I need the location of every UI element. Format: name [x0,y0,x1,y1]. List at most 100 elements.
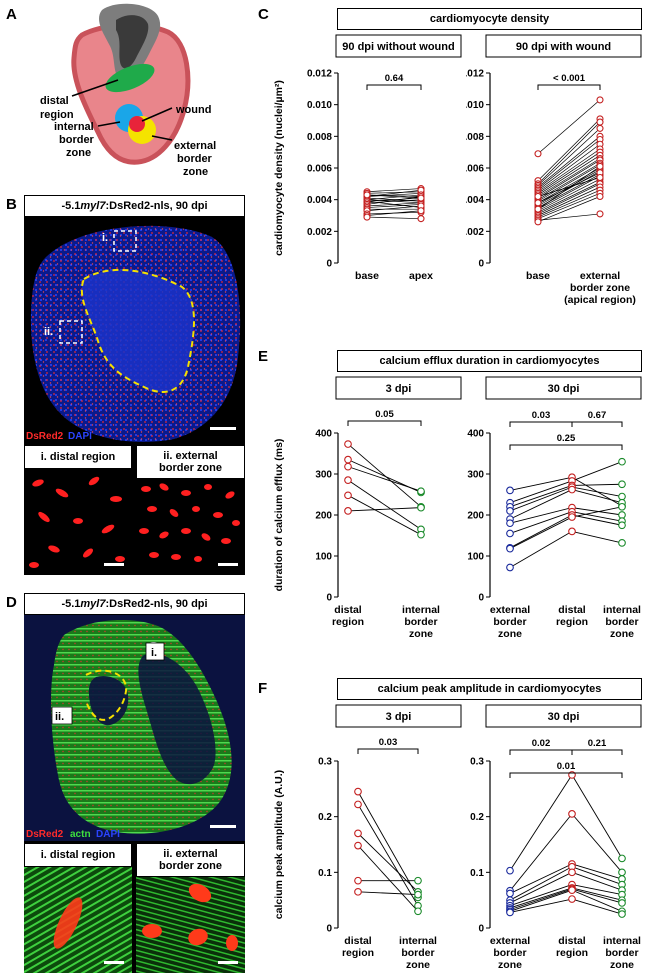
data-point [568,513,576,521]
paired-line [571,506,623,518]
paired-line [366,202,422,207]
data-point [344,476,352,484]
p-value: 0.01 [557,761,576,772]
svg-text:ii.: ii. [44,326,53,338]
data-point [618,521,626,530]
data-point [417,215,425,223]
x-category-label: border [404,616,437,628]
data-point [506,889,514,898]
panel-a-label: A [6,6,17,23]
chart-subtitle: 3 dpi [386,711,412,723]
y-tick-label: 0.012 [307,69,332,80]
significance-bracket [509,444,623,450]
label-wound: wound [175,104,211,116]
label-internal-1: internal [54,121,94,133]
paired-line [509,774,573,871]
x-category-label: zone [610,959,634,971]
paired-line [537,139,601,189]
paired-line [571,489,623,504]
data-point [344,491,352,500]
p-value: 0.25 [557,433,576,444]
paired-line [509,871,573,904]
subtitle-box [335,376,462,400]
x-category-label: zone [406,959,430,971]
significance-bracket [571,421,623,427]
paired-line [509,531,573,568]
label-external-1: external [174,140,216,152]
label-internal-2: border [59,134,95,146]
svg-text:i.: i. [151,647,157,659]
paired-line [537,159,601,199]
data-point [618,539,626,547]
data-point [506,866,514,875]
x-category-label: zone [498,959,522,971]
x-category-label: distal [334,604,362,616]
panel-b-label: B [6,196,17,213]
data-point [506,486,514,495]
paired-line [537,175,601,210]
subtitle-box [335,34,462,58]
chart-subtitle: 30 dpi [548,383,580,395]
paired-line [537,177,601,197]
paired-line [571,507,623,516]
panel-c-title: cardiomyocyte density [337,8,642,30]
significance-bracket [347,420,422,426]
y-tick-label: 200 [467,511,484,522]
paired-line [571,461,623,482]
paired-line [509,898,573,913]
data-point [344,455,352,464]
subtitle-box [485,376,642,400]
paired-line [537,118,601,181]
paired-line [509,514,573,549]
paired-line [509,511,573,534]
paired-line [571,871,623,891]
x-category-label: zone [498,628,522,640]
data-point [506,563,514,572]
y-tick-label: 0.1 [318,868,332,879]
legend-dsred2: DsRed2 [26,431,64,442]
x-category-label: border [605,616,638,628]
y-tick-label: 0.008 [307,132,332,143]
paired-line [366,194,422,201]
paired-line [537,172,601,204]
label-distal-2: region [40,109,74,121]
paired-line [509,516,573,550]
data-point [568,485,576,494]
chart-c-without-wound: 90 dpi without wound 0 0.002 0.004 0.006 0.00… [273,34,462,282]
ventricle-shape [71,22,191,165]
x-category-label: border [401,947,434,959]
y-tick-label: 0.2 [318,812,332,823]
paired-line [537,170,601,207]
data-point [596,192,604,201]
y-tick-label: 0.010 [307,100,332,111]
paired-line [509,887,573,909]
paired-line [537,128,601,186]
paired-line [571,863,623,880]
paired-line [571,889,623,912]
data-point [417,207,425,215]
label-distal-1: distal [40,95,69,107]
y-axis-label: cardiomyocyte density (nuclei/µm²) [273,80,285,256]
paired-line [537,186,601,216]
panel-d-inset-ii: ii. external border zone [136,843,245,973]
y-tick-label: 0.006 [466,164,484,175]
data-point [506,544,514,553]
data-point [354,800,362,809]
paired-line [509,888,573,911]
y-axis-label: duration of calcium efflux (ms) [273,439,285,592]
paired-line [366,204,422,208]
svg-text:actn: actn [70,829,91,840]
paired-line [571,884,623,896]
paired-line [509,863,573,894]
data-point [534,150,542,158]
data-point [506,519,514,528]
x-category-label: apex [409,270,433,282]
roi-ii-box [59,320,83,344]
panel-d-overview: i. i. ii. DsRed2 actn DAPI [24,615,245,841]
y-tick-label: 0 [478,924,484,935]
paired-line [357,833,419,893]
wound-marker [129,116,145,132]
paired-line [509,480,573,504]
x-category-label: distal [558,604,586,616]
